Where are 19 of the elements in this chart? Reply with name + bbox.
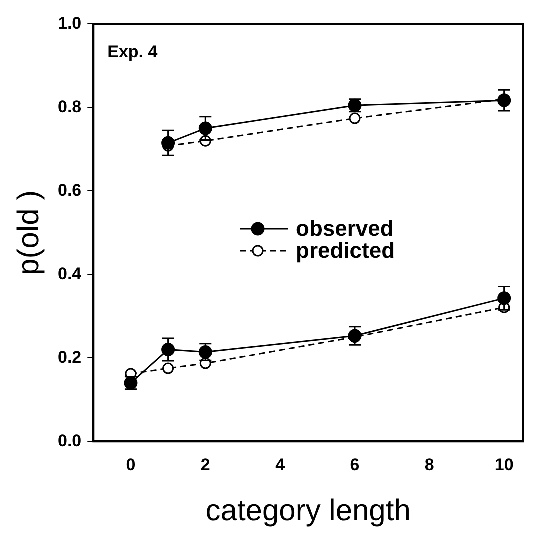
x-tick-label: 2 [200,455,210,474]
legend-label: observed [296,216,394,241]
x-tick-label: 6 [350,455,360,474]
y-tick-label: 0.4 [58,264,82,284]
y-tick-label: 0.6 [58,180,82,200]
legend-label: predicted [296,238,396,263]
x-tick-label: 8 [424,455,434,474]
x-tick-label: 0 [126,455,136,474]
y-axis-title: p(old ) [12,190,46,276]
x-tick-label: 4 [276,455,286,474]
point [349,112,361,124]
x-tick-label: 10 [494,455,514,474]
y-tick-label: 0.2 [58,348,82,367]
y-tick-label: 0.8 [58,97,82,116]
x-axis-title: category length [206,494,411,528]
point [162,362,174,374]
y-tick-label: 1.0 [58,14,82,33]
text: Exp. 4 [108,42,158,62]
y-tick-label: 0.0 [58,431,82,450]
